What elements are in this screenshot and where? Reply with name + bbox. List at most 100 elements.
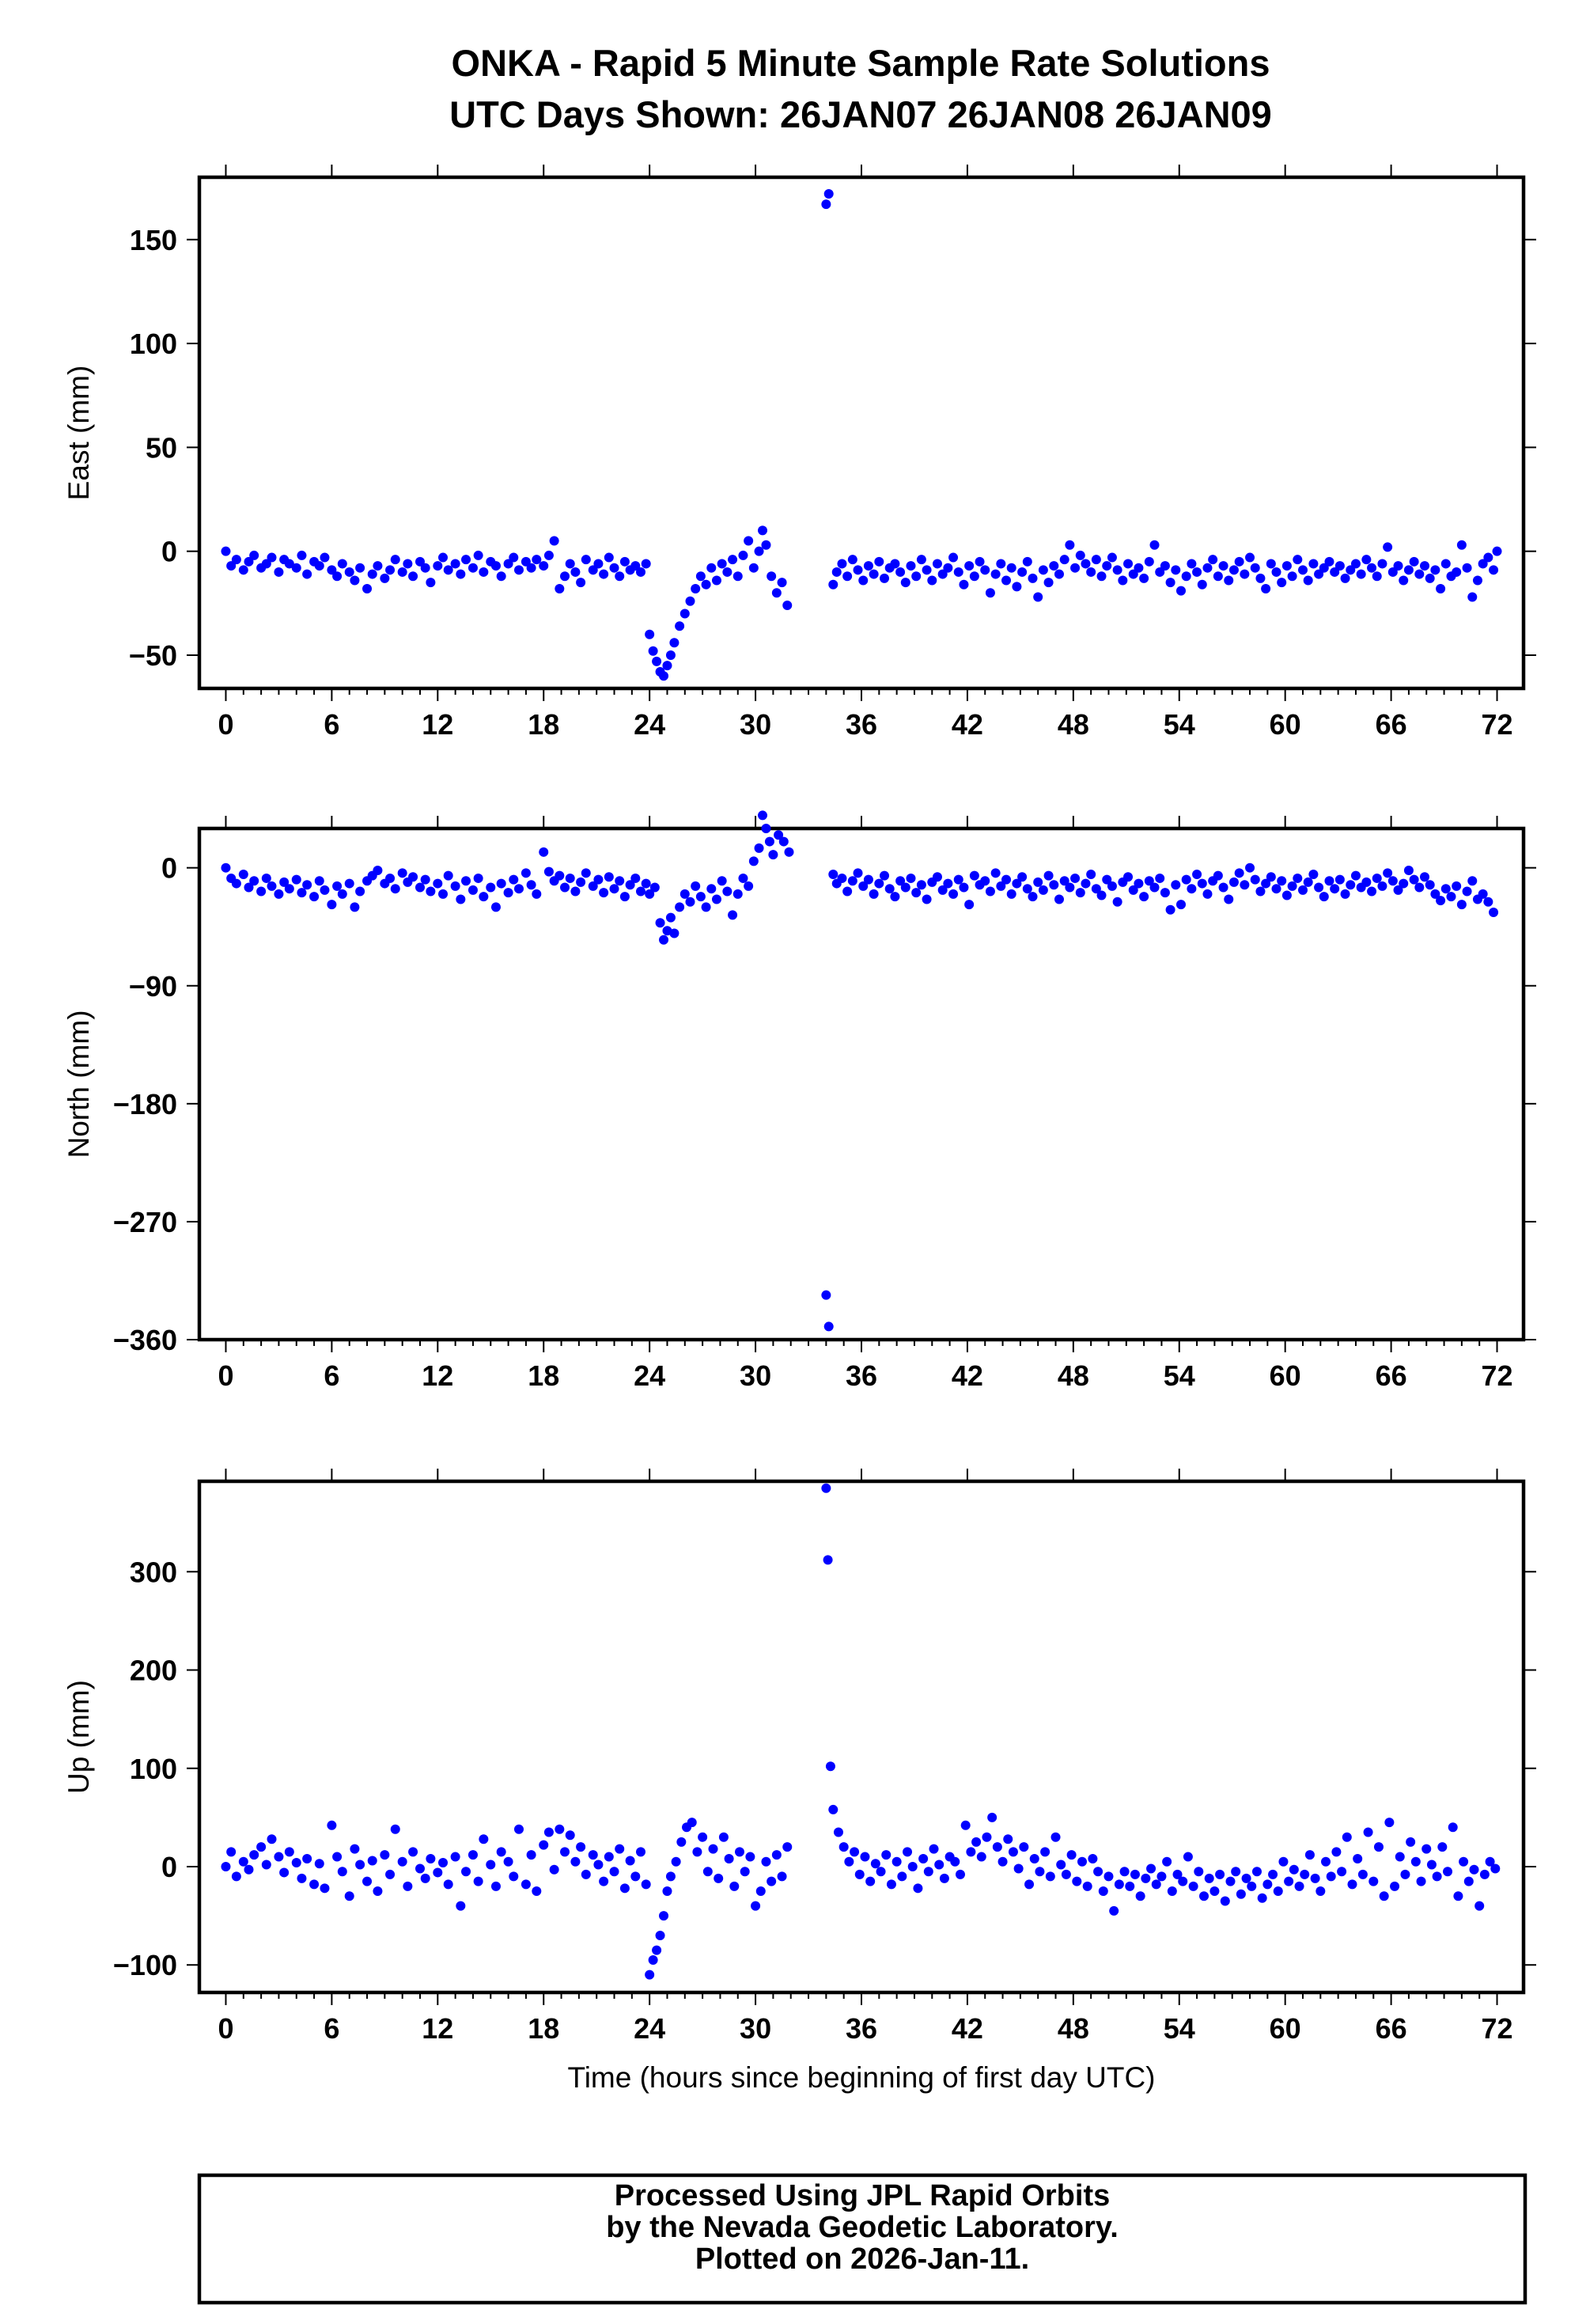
up-data-point <box>1268 1869 1278 1879</box>
up-data-point <box>630 1871 641 1882</box>
east-data-point <box>1472 575 1482 586</box>
east-data-point <box>599 569 609 579</box>
up-data-point <box>1146 1863 1156 1874</box>
north-data-point <box>1128 885 1138 895</box>
north-data-point <box>565 873 575 883</box>
north-data-point <box>1324 876 1334 886</box>
east-y-axis-label: East (mm) <box>62 366 95 501</box>
up-data-point <box>1300 1869 1310 1879</box>
east-data-point <box>385 565 396 575</box>
up-data-point <box>1432 1871 1442 1882</box>
east-data-point <box>1102 561 1112 571</box>
up-data-point <box>1072 1876 1082 1886</box>
north-data-point <box>922 894 932 904</box>
north-data-point <box>1409 874 1419 885</box>
up-data-point <box>327 1820 337 1830</box>
east-data-point <box>922 565 932 575</box>
up-data-point <box>443 1879 453 1890</box>
north-data-point <box>1308 869 1319 879</box>
up-data-point <box>1363 1827 1373 1837</box>
east-data-point <box>543 550 554 560</box>
north-data-point <box>320 885 330 895</box>
up-data-point <box>615 1844 625 1854</box>
north-data-point <box>1489 908 1499 918</box>
up-data-point <box>1273 1886 1283 1897</box>
east-data-point <box>675 621 685 631</box>
up-data-point <box>1183 1852 1193 1862</box>
north-data-point <box>238 869 248 879</box>
east-data-point <box>1492 546 1502 556</box>
north-data-point <box>1165 904 1175 915</box>
north-data-point <box>1017 872 1028 882</box>
up-data-point <box>438 1858 449 1868</box>
up-data-point <box>1463 1876 1474 1886</box>
north-data-point <box>990 868 1001 878</box>
east-y-tick-label: 50 <box>146 431 177 464</box>
up-data-point <box>1251 1867 1262 1877</box>
north-data-point <box>665 912 676 923</box>
north-data-point <box>1361 877 1372 887</box>
east-data-point <box>461 555 471 565</box>
up-data-point <box>659 1911 669 1921</box>
east-data-point <box>1240 569 1250 579</box>
up-data-point <box>415 1863 425 1874</box>
up-data-point <box>1172 1869 1183 1879</box>
east-data-point <box>1144 556 1154 567</box>
east-data-point <box>927 575 937 586</box>
up-data-point <box>1141 1873 1151 1883</box>
north-data-point <box>619 892 630 902</box>
north-data-point <box>1107 881 1117 891</box>
east-data-point <box>565 559 575 569</box>
north-data-point <box>1038 885 1048 895</box>
east-data-point <box>880 573 890 583</box>
north-data-point <box>842 886 853 897</box>
north-data-point <box>659 935 669 945</box>
up-data-point <box>1284 1876 1294 1886</box>
east-data-point <box>1149 540 1160 550</box>
north-data-point <box>733 889 743 899</box>
up-data-point <box>1119 1867 1130 1877</box>
north-data-point <box>858 881 869 891</box>
up-data-point <box>1406 1837 1416 1847</box>
east-data-point <box>722 567 733 577</box>
east-x-tick-label: 36 <box>846 708 877 741</box>
east-data-point <box>630 561 641 571</box>
east-data-point <box>1314 569 1324 579</box>
east-data-point <box>1043 578 1054 588</box>
north-data-point <box>625 880 635 890</box>
up-data-point <box>380 1850 390 1860</box>
east-data-point <box>652 656 662 666</box>
north-data-point <box>1446 892 1456 902</box>
east-data-point <box>314 561 324 571</box>
north-data-point <box>932 872 942 882</box>
east-data-point <box>1022 556 1032 567</box>
up-data-point <box>256 1842 267 1852</box>
east-data-point <box>680 608 690 619</box>
up-x-axis-label: Time (hours since beginning of first day… <box>567 2061 1155 2094</box>
east-data-point <box>1049 561 1059 571</box>
up-data-point <box>543 1827 554 1837</box>
east-x-tick-label: 54 <box>1164 708 1195 741</box>
north-data-point <box>1393 885 1403 895</box>
north-data-point <box>1240 880 1250 890</box>
up-y-axis-label: Up (mm) <box>62 1680 95 1794</box>
up-data-point <box>1315 1886 1326 1897</box>
north-data-point <box>1377 881 1387 891</box>
east-data-point <box>754 546 764 556</box>
north-data-point <box>473 873 483 883</box>
up-data-point <box>526 1850 536 1860</box>
east-x-tick-label: 6 <box>324 708 339 741</box>
east-data-point <box>249 550 259 560</box>
up-x-tick-label: 18 <box>528 2012 559 2045</box>
north-data-point <box>426 886 436 897</box>
east-data-point <box>767 571 777 582</box>
east-data-point <box>609 563 619 573</box>
north-data-point <box>461 876 471 886</box>
up-data-point <box>891 1856 902 1867</box>
east-data-point <box>695 571 706 582</box>
up-data-point <box>1278 1856 1289 1867</box>
north-x-tick-label: 54 <box>1164 1359 1195 1392</box>
north-data-point <box>645 889 655 899</box>
east-data-point <box>1361 555 1372 565</box>
north-x-tick-label: 36 <box>846 1359 877 1392</box>
